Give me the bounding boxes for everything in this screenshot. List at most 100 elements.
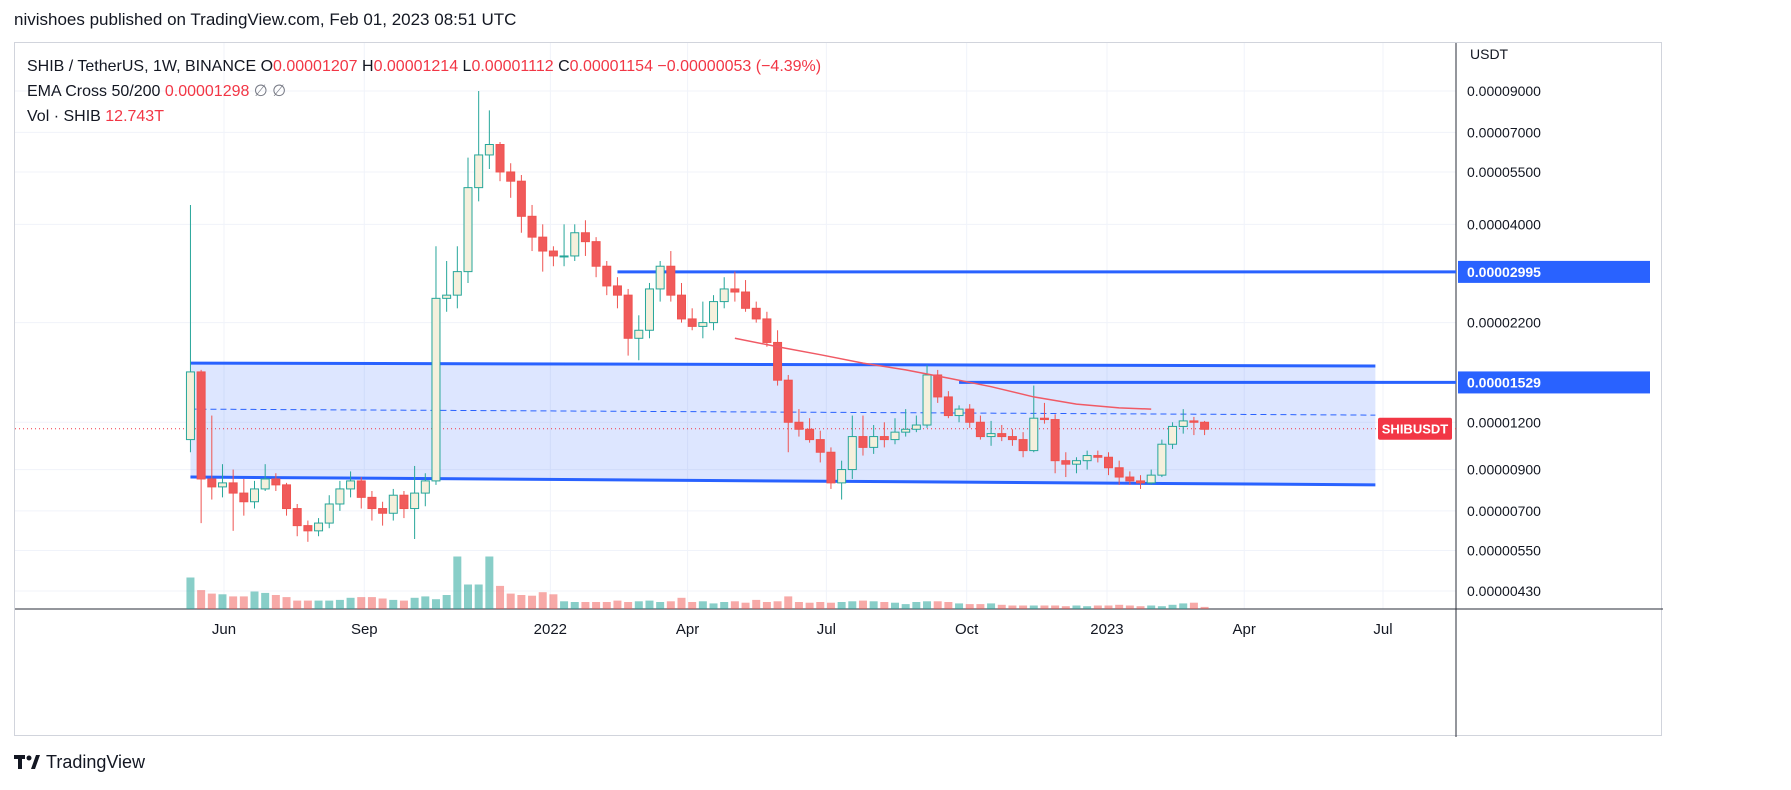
candle-body xyxy=(527,215,537,238)
volume-bar xyxy=(367,597,376,609)
volume-bar xyxy=(752,599,761,609)
volume-bar xyxy=(976,604,985,609)
volume-bar xyxy=(271,595,280,609)
volume-bar xyxy=(741,602,750,609)
candle-body xyxy=(687,318,697,327)
volume-bar xyxy=(730,601,739,609)
price-tag-0 xyxy=(1458,260,1650,283)
volume-bar xyxy=(1104,605,1113,609)
ohlc-row[interactable]: SHIB / TetherUS, 1W, BINANCE O0.00001207… xyxy=(27,54,821,79)
price-chart[interactable]: USDT 0.00009000 0.00007000 0.00005500 0.0000… xyxy=(15,43,1663,737)
tradingview-logo-icon xyxy=(14,754,40,771)
dashed-level-line xyxy=(190,408,1376,416)
x-tick-label: Jul xyxy=(1373,621,1392,638)
volume-bar xyxy=(1125,605,1134,609)
candle-body xyxy=(346,480,356,490)
volume-bar xyxy=(1019,605,1028,609)
high-label: H xyxy=(362,58,374,75)
volume-bar xyxy=(357,597,366,609)
candle-body xyxy=(239,492,249,503)
candle-body xyxy=(1136,480,1146,484)
candle-body xyxy=(463,187,473,273)
volume-bar xyxy=(1008,605,1017,609)
volume-bar xyxy=(517,595,526,609)
volume-bar xyxy=(634,601,643,609)
candle-body xyxy=(890,431,900,441)
candle-body xyxy=(986,433,996,438)
chart-legend: SHIB / TetherUS, 1W, BINANCE O0.00001207… xyxy=(27,54,821,129)
volume-bar xyxy=(538,592,547,609)
candle-body xyxy=(847,436,857,471)
volume-bar xyxy=(1029,605,1038,609)
candle-body xyxy=(282,484,292,510)
volume-bar xyxy=(581,602,590,609)
candle-body xyxy=(922,374,932,426)
chart-frame[interactable]: USDT 0.00009000 0.00007000 0.00005500 0.0000… xyxy=(14,42,1663,737)
candle-body xyxy=(975,421,985,438)
candle-body xyxy=(185,371,195,441)
volume-bar xyxy=(688,602,697,609)
candle-body xyxy=(324,503,334,524)
candle-body xyxy=(1082,455,1092,462)
y-tick-label: 0.00000550 xyxy=(1467,543,1541,559)
candle-body xyxy=(292,508,302,527)
candle-body xyxy=(837,469,847,484)
volume-bar xyxy=(858,600,867,609)
candle-body xyxy=(250,488,259,503)
symbol-label[interactable]: SHIB / TetherUS, 1W, BINANCE xyxy=(27,58,257,75)
volume-bar xyxy=(378,598,387,609)
volume-bar xyxy=(239,596,248,609)
candle-body xyxy=(1018,439,1028,452)
x-tick-label: Jul xyxy=(817,621,836,638)
footer-brand[interactable]: TradingView xyxy=(14,752,145,773)
volume-bar xyxy=(410,597,419,609)
candle-body xyxy=(773,341,783,381)
volume-bar xyxy=(389,599,398,609)
candle-body xyxy=(420,480,430,494)
volume-bar xyxy=(442,595,451,609)
volume-bar xyxy=(987,603,996,609)
candle-body xyxy=(954,408,964,417)
volume-bar xyxy=(335,599,344,609)
candle-body xyxy=(623,294,633,339)
volume-bar xyxy=(1136,606,1145,609)
volume-bar xyxy=(613,600,622,609)
candle-body xyxy=(1104,456,1113,469)
y-tick-label: 0.00000430 xyxy=(1467,583,1541,599)
publisher-header: nivishoes published on TradingView.com, … xyxy=(14,10,517,29)
candle-body xyxy=(815,439,825,453)
volume-bar xyxy=(1157,606,1166,609)
volume-bar xyxy=(666,601,675,609)
volume-label[interactable]: Vol · SHIB xyxy=(27,108,101,125)
x-tick-label: Sep xyxy=(351,621,378,638)
y-tick-label: 0.00000900 xyxy=(1467,462,1541,478)
y-tick-label: 0.00000700 xyxy=(1467,503,1541,519)
candle-body xyxy=(1114,467,1124,478)
volume-bar xyxy=(303,600,312,609)
volume-bar xyxy=(1147,605,1156,609)
y-tick-label: 0.00007000 xyxy=(1467,124,1541,140)
candle-body xyxy=(783,379,793,423)
volume-bar xyxy=(346,597,355,609)
candle-body xyxy=(655,265,665,290)
open-label: O xyxy=(260,58,274,75)
candle-body xyxy=(217,482,227,488)
volume-bar xyxy=(506,593,515,609)
candle-body xyxy=(943,396,953,417)
price-tag-1 xyxy=(1458,371,1650,394)
x-tick-label: Oct xyxy=(955,621,979,638)
candle-body xyxy=(495,144,505,173)
price-tag-text-1: 0.00001529 xyxy=(1467,374,1541,390)
volume-bar xyxy=(891,602,899,609)
ema-row[interactable]: EMA Cross 50/200 0.00001298 ∅ ∅ xyxy=(27,79,821,104)
candle-body xyxy=(538,236,548,252)
volume-bar xyxy=(912,602,921,609)
x-tick-label: 2022 xyxy=(534,621,567,638)
candle-body xyxy=(271,478,281,486)
volume-bar xyxy=(1072,605,1081,609)
candle-body xyxy=(730,288,740,293)
volume-row[interactable]: Vol · SHIB 12.743T xyxy=(27,104,821,129)
ema-label[interactable]: EMA Cross 50/200 xyxy=(27,83,161,100)
range-bottom-line xyxy=(190,475,1376,487)
candle-body xyxy=(751,307,761,320)
